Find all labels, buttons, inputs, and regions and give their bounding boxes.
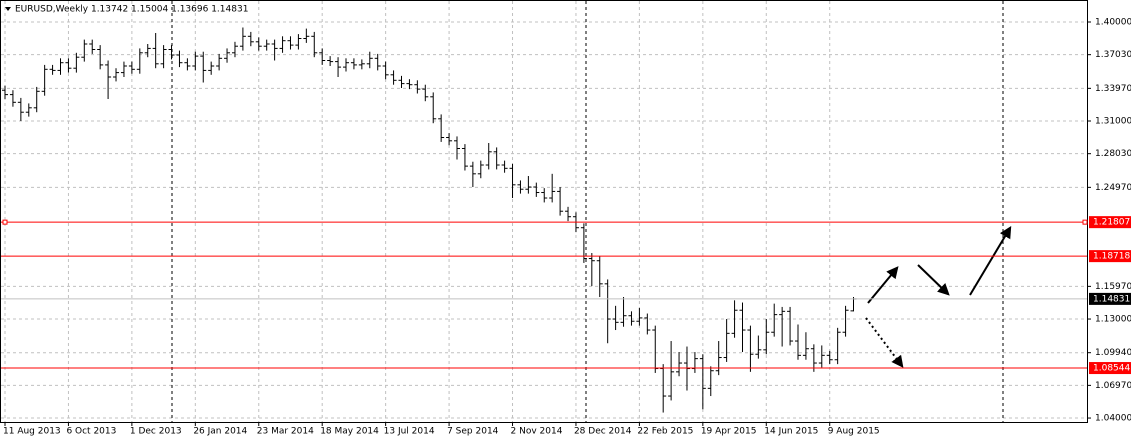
price-label-box (1089, 250, 1131, 263)
x-tick-label: 22 Feb 2015 (637, 427, 693, 437)
y-tick-label: 1.24970 (1095, 183, 1131, 193)
menu-triangle[interactable] (5, 7, 11, 11)
plot-frame (0, 0, 1088, 423)
y-tick-label: 1.40000 (1095, 18, 1131, 28)
x-tick-label: 7 Sep 2014 (447, 427, 499, 437)
x-tick-label: 14 Jun 2015 (764, 427, 818, 437)
y-tick-label: 1.28030 (1095, 149, 1131, 159)
y-tick-label: 1.13000 (1095, 315, 1131, 325)
last-price-box (1089, 292, 1131, 305)
price-label: 1.21807 (1093, 218, 1130, 228)
y-tick-label: 1.09940 (1095, 348, 1131, 358)
x-tick-label: 6 Oct 2013 (66, 427, 116, 437)
arrow (867, 266, 899, 304)
chart-title: EURUSD,Weekly 1.13742 1.15004 1.13696 1.… (15, 5, 248, 15)
x-tick-label: 28 Dec 2014 (574, 427, 632, 437)
y-tick-label: 1.31000 (1095, 117, 1131, 127)
price-label-box (1089, 216, 1131, 229)
y-tick-label: 1.37030 (1095, 50, 1131, 60)
x-tick-label: 1 Dec 2013 (130, 427, 182, 437)
x-tick-label: 18 May 2014 (320, 427, 379, 437)
y-tick-label: 1.15970 (1095, 282, 1131, 292)
arrow (917, 264, 950, 296)
arrow (865, 317, 904, 368)
x-tick-label: 26 Jan 2014 (193, 427, 247, 437)
x-tick-label: 19 Apr 2015 (701, 427, 757, 437)
last-price-label: 1.14831 (1093, 294, 1130, 304)
y-tick-label: 1.06970 (1095, 381, 1131, 391)
x-tick-label: 23 Mar 2014 (257, 427, 314, 437)
price-label-box (1089, 362, 1131, 375)
grid (1, 1, 1087, 422)
line-handle (1082, 219, 1088, 225)
y-tick-label: 1.33970 (1095, 84, 1131, 94)
x-tick-label: 13 Jul 2014 (384, 427, 435, 437)
drawn-arrows (865, 225, 1012, 368)
y-tick-label: 1.04000 (1095, 414, 1131, 424)
line-handle (2, 219, 8, 225)
x-tick-label: 11 Aug 2013 (3, 427, 61, 437)
arrow (969, 225, 1012, 296)
x-tick-label: 9 Aug 2015 (828, 427, 880, 437)
x-tick-label: 2 Nov 2014 (511, 427, 563, 437)
bars (2, 27, 857, 413)
price-label: 1.18718 (1093, 252, 1130, 262)
price-label: 1.08544 (1093, 364, 1130, 374)
